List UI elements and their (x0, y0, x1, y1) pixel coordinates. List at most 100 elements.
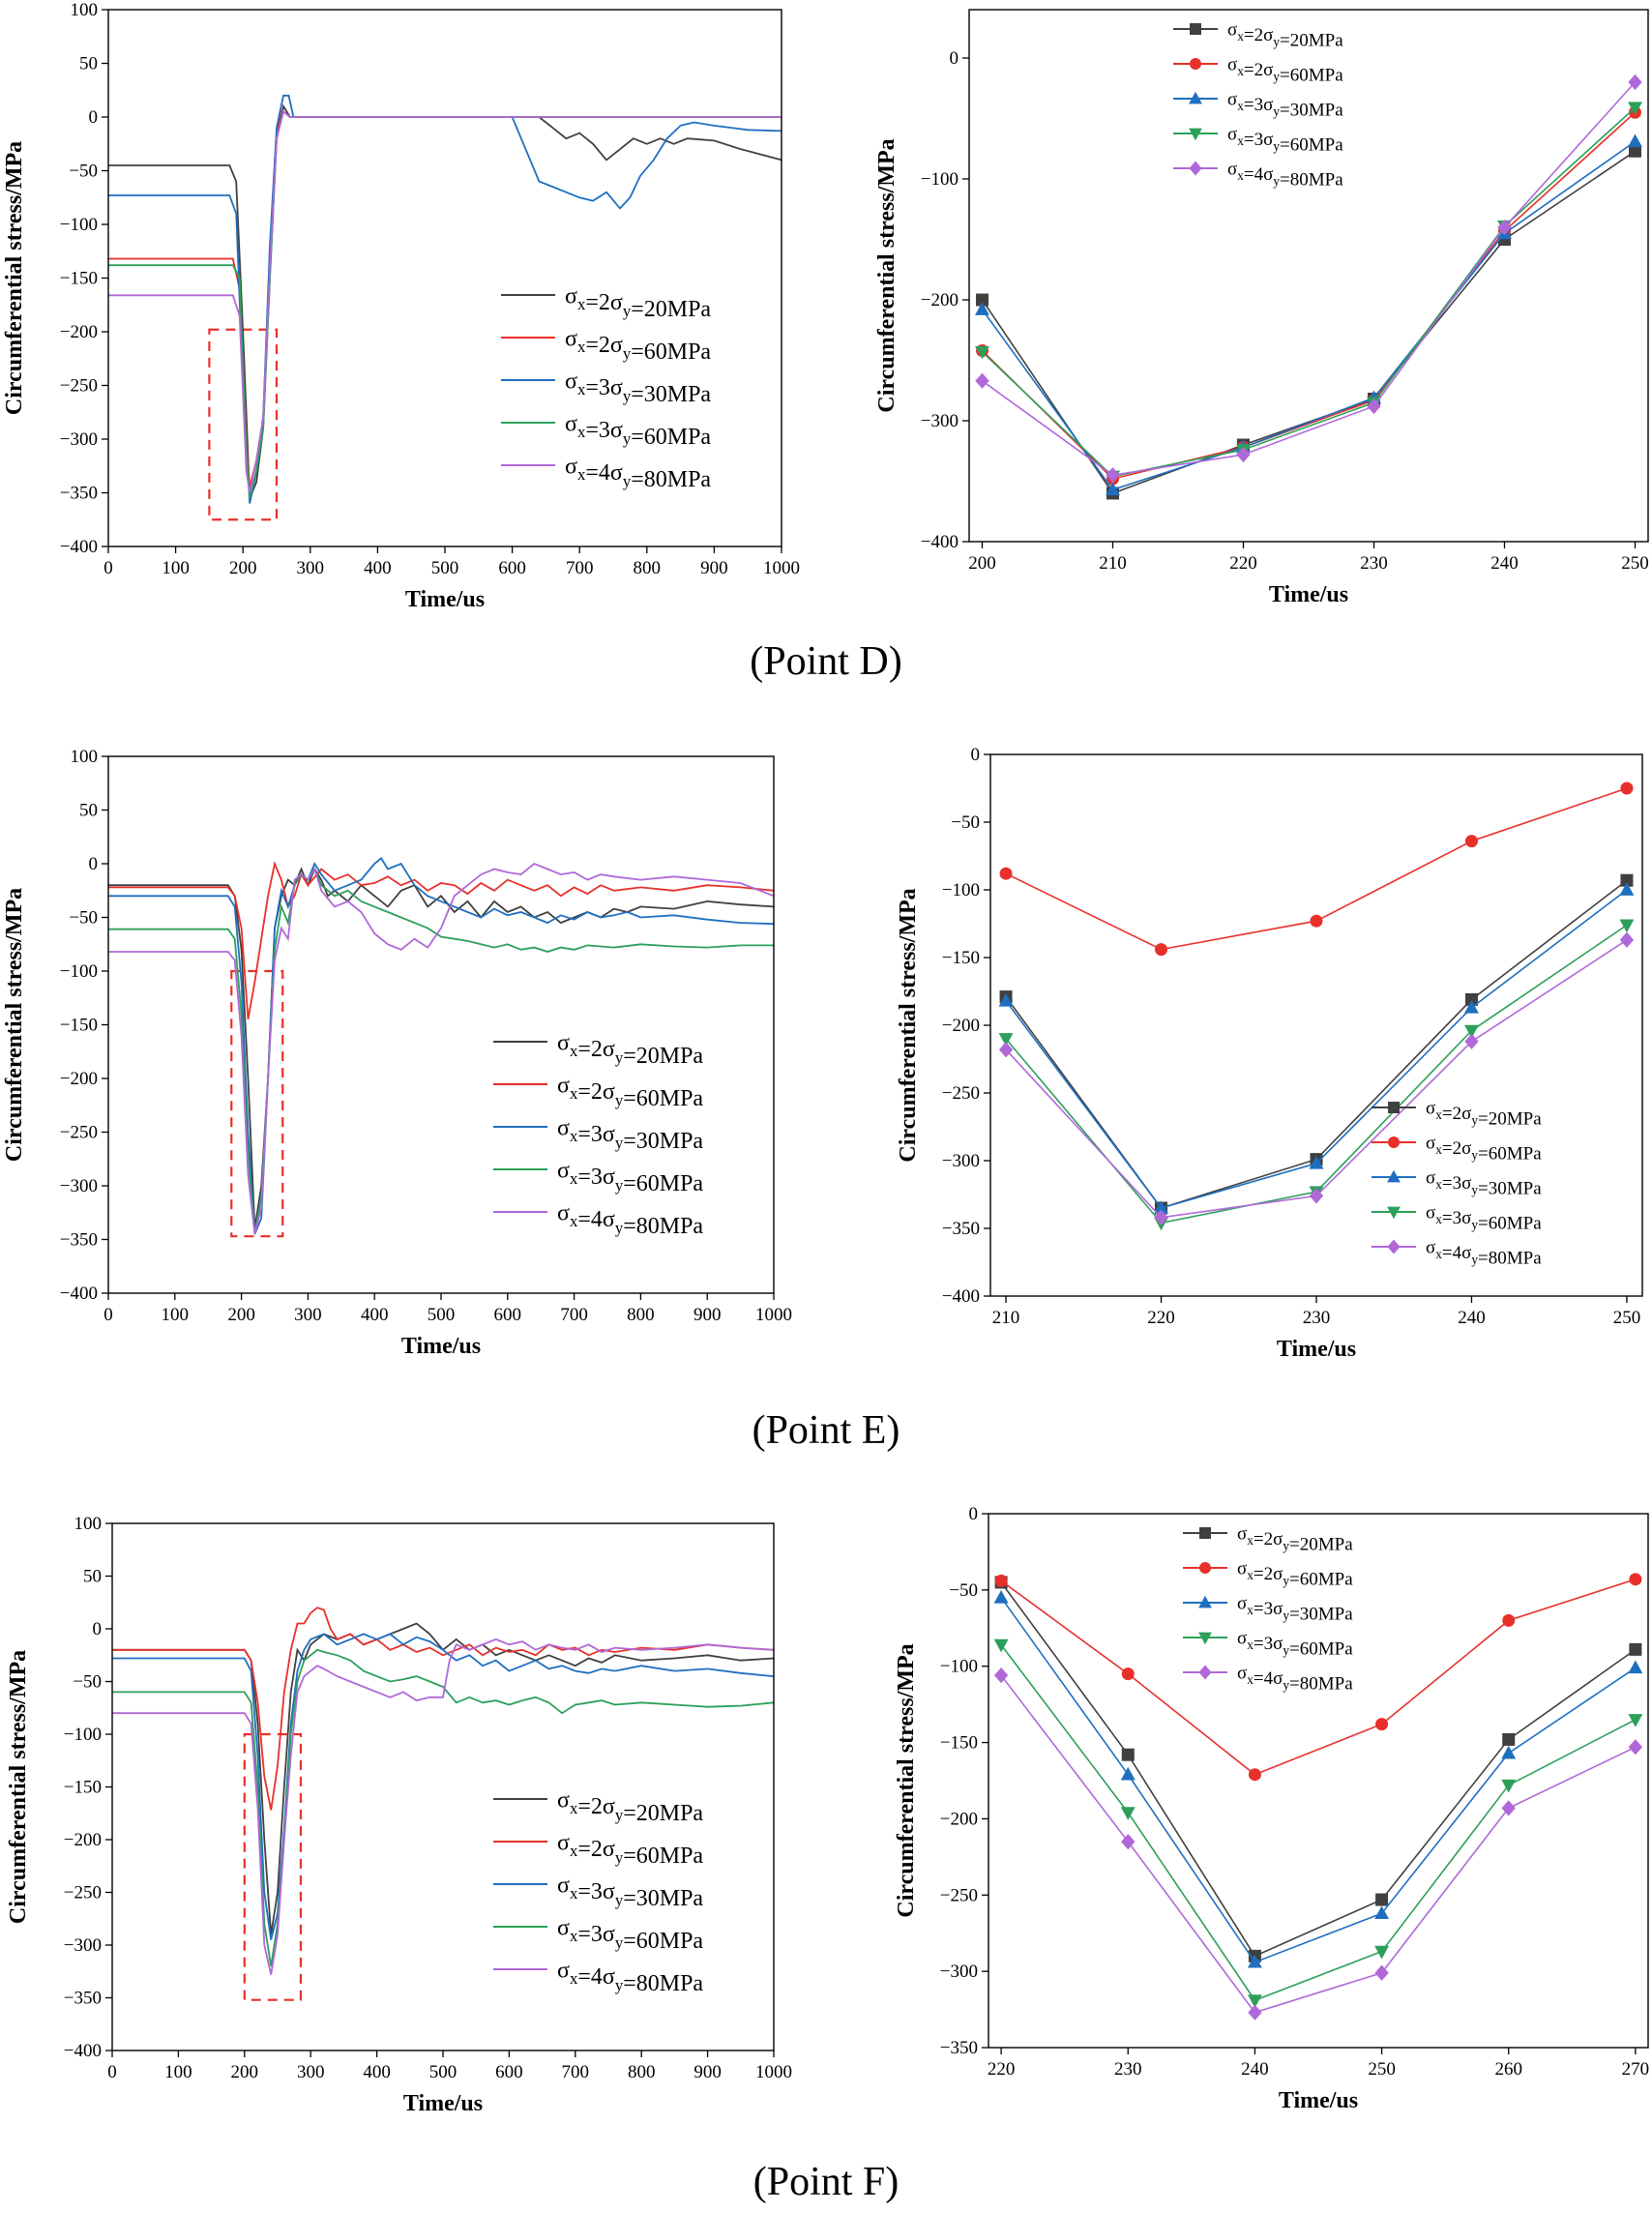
y-tick-label: −150 (60, 269, 98, 289)
legend-label--x-3-y-30mpa: σx=3σy=30MPa (557, 1873, 703, 1910)
legend-sigma: σ (565, 283, 577, 309)
marker--x-2-y-20mpa-4 (1502, 1732, 1516, 1746)
legend-text-part: =20MPa (1280, 30, 1343, 50)
plot-frame (988, 1513, 1649, 2049)
chart-point-e-full: 0 100 200 300 400 500 600 700 800 900 1000100500−5… (2, 747, 792, 1359)
legend-subscript: x (1247, 1672, 1254, 1687)
legend-subscript: x (577, 338, 586, 356)
legend-subscript: y (615, 1976, 624, 1994)
x-tick-label: 500 (431, 558, 459, 578)
chart-point-e-zoom: 210 220 230 240 250 0 −50 −100 −150 −200 −250 −300 −… (896, 745, 1643, 1362)
legend-text-part: =30MPa (1280, 100, 1343, 120)
marker--x-3-y-60mpa-0 (975, 345, 989, 360)
legend-text-part: =2 (577, 1079, 603, 1105)
legend-label--x-2-y-60mpa: σx=2σy=60MPa (1237, 1559, 1353, 1590)
marker--x-2-y-60mpa-3 (1375, 1718, 1389, 1731)
y-tick-label: −250 (60, 376, 98, 397)
legend-text-part: =20MPa (623, 1801, 703, 1826)
legend-text-part: =60MPa (631, 425, 711, 450)
marker--x-2-y-20mpa-1 (1121, 1748, 1135, 1761)
marker--x-2-y-60mpa-1 (1121, 1667, 1135, 1681)
x-tick-label: 900 (693, 1305, 722, 1325)
legend-sigma: σ (565, 454, 577, 479)
legend-text-part: =80MPa (623, 1214, 703, 1239)
legend-label--x-2-y-20mpa: σx=2σy=20MPa (1426, 1099, 1542, 1130)
legend-text-part: =2 (1254, 1564, 1273, 1584)
legend-text-part: =3 (577, 1922, 603, 1947)
x-tick-label: 0 (103, 1305, 113, 1325)
marker--x-3-y-30mpa-3 (1374, 1905, 1390, 1920)
legend-subscript: x (570, 1212, 578, 1230)
marker--x-2-y-60mpa-5 (1629, 1573, 1642, 1586)
series-line--x-3-y-60mpa (981, 106, 1637, 478)
legend-sigma: σ (565, 411, 577, 436)
y-tick-label: 100 (71, 0, 99, 20)
y-tick-label: −350 (942, 1219, 980, 1239)
y-tick-label: 0 (89, 107, 99, 128)
y-tick-label: 0 (969, 1504, 979, 1524)
marker--x-2-y-60mpa-4 (1620, 782, 1634, 795)
x-tick-label: 210 (1099, 553, 1127, 574)
x-tick-label: 800 (628, 2062, 656, 2082)
y-tick-label: −200 (921, 290, 959, 310)
legend-sigma: σ (603, 1165, 615, 1190)
y-tick-label: −400 (64, 2041, 102, 2061)
legend-text-part: =60MPa (623, 1844, 703, 1869)
legend-label--x-3-y-60mpa: σx=3σy=60MPa (557, 1915, 703, 1953)
y-axis-label: Circumferential stress/MPa (2, 141, 27, 415)
legend-text-part: =2 (1442, 1104, 1461, 1124)
y-tick-label: −350 (60, 1230, 98, 1251)
y-tick-label: −150 (60, 1016, 98, 1036)
marker--x-3-y-60mpa-3 (1374, 1945, 1390, 1960)
legend-subscript: x (1435, 1212, 1442, 1226)
marker--x-3-y-30mpa-0 (975, 302, 989, 315)
series-line--x-4-y-80mpa (108, 862, 775, 1235)
legend-subscript: x (1435, 1107, 1442, 1122)
marker--x-3-y-60mpa-0 (993, 1638, 1009, 1653)
marker--x-4-y-80mpa-2 (1236, 446, 1251, 463)
series-line--x-2-y-60mpa (1000, 1579, 1637, 1776)
legend-subscript: y (1283, 1608, 1289, 1622)
legend-sigma: σ (1227, 90, 1237, 110)
legend-subscript: y (1273, 69, 1280, 83)
series-line--x-4-y-80mpa (112, 1638, 775, 1975)
x-tick-label: 600 (494, 1305, 522, 1325)
marker--x-3-y-30mpa-0 (998, 993, 1014, 1007)
marker--x-3-y-60mpa-1 (1120, 1807, 1136, 1820)
legend-sigma: σ (1227, 125, 1237, 145)
legend-subscript: y (1471, 1217, 1478, 1231)
legend-text-part: =3 (585, 375, 610, 400)
legend-text-part: =2 (577, 1037, 603, 1062)
legend-subscript: y (1471, 1252, 1478, 1266)
chart-point-d-zoom: 200 210 220 230 240 250 0 −100 −200 −300 −400 Time/… (874, 9, 1649, 607)
x-tick-label: 700 (562, 2062, 590, 2082)
y-axis-label: Circumferential stress/MPa (874, 138, 900, 412)
legend-text-part: =60MPa (1280, 134, 1343, 155)
marker--x-4-y-80mpa-5 (1628, 1739, 1643, 1756)
x-tick-label: 100 (162, 558, 190, 578)
legend-subscript: x (1237, 99, 1244, 113)
legend-text-part: =20MPa (631, 297, 711, 322)
marker--x-3-y-30mpa-4 (1619, 882, 1635, 896)
y-tick-label: −100 (940, 1657, 978, 1677)
legend-label--x-2-y-20mpa: σx=2σy=20MPa (565, 283, 711, 321)
legend-text-part: =2 (585, 333, 610, 358)
legend-label--x-3-y-30mpa: σx=3σy=30MPa (1237, 1594, 1353, 1625)
series-line--x-3-y-30mpa (981, 140, 1636, 491)
y-axis-label: Circumferential stress/MPa (6, 1650, 31, 1924)
marker--x-3-y-60mpa-5 (1628, 102, 1642, 116)
legend-marker--x-2-y-60mpa (1190, 58, 1201, 70)
x-axis-label: Time/us (1277, 1337, 1356, 1362)
x-tick-label: 500 (429, 2062, 457, 2082)
legend-sigma: σ (1426, 1168, 1435, 1189)
legend-text-part: =60MPa (1289, 1638, 1353, 1659)
legend-subscript: x (577, 423, 586, 441)
x-tick-label: 220 (1147, 1308, 1175, 1328)
legend-sigma: σ (610, 375, 623, 400)
chart-point-f-zoom: 220 230 240 250 260 270 0 −50 −100 −150 −200 −250 −3… (894, 1504, 1649, 2113)
legend-text-part: =30MPa (623, 1129, 703, 1154)
x-tick-label: 230 (1303, 1308, 1331, 1328)
y-tick-label: −50 (951, 812, 980, 833)
y-tick-label: −300 (921, 411, 959, 431)
x-tick-label: 700 (566, 558, 594, 578)
